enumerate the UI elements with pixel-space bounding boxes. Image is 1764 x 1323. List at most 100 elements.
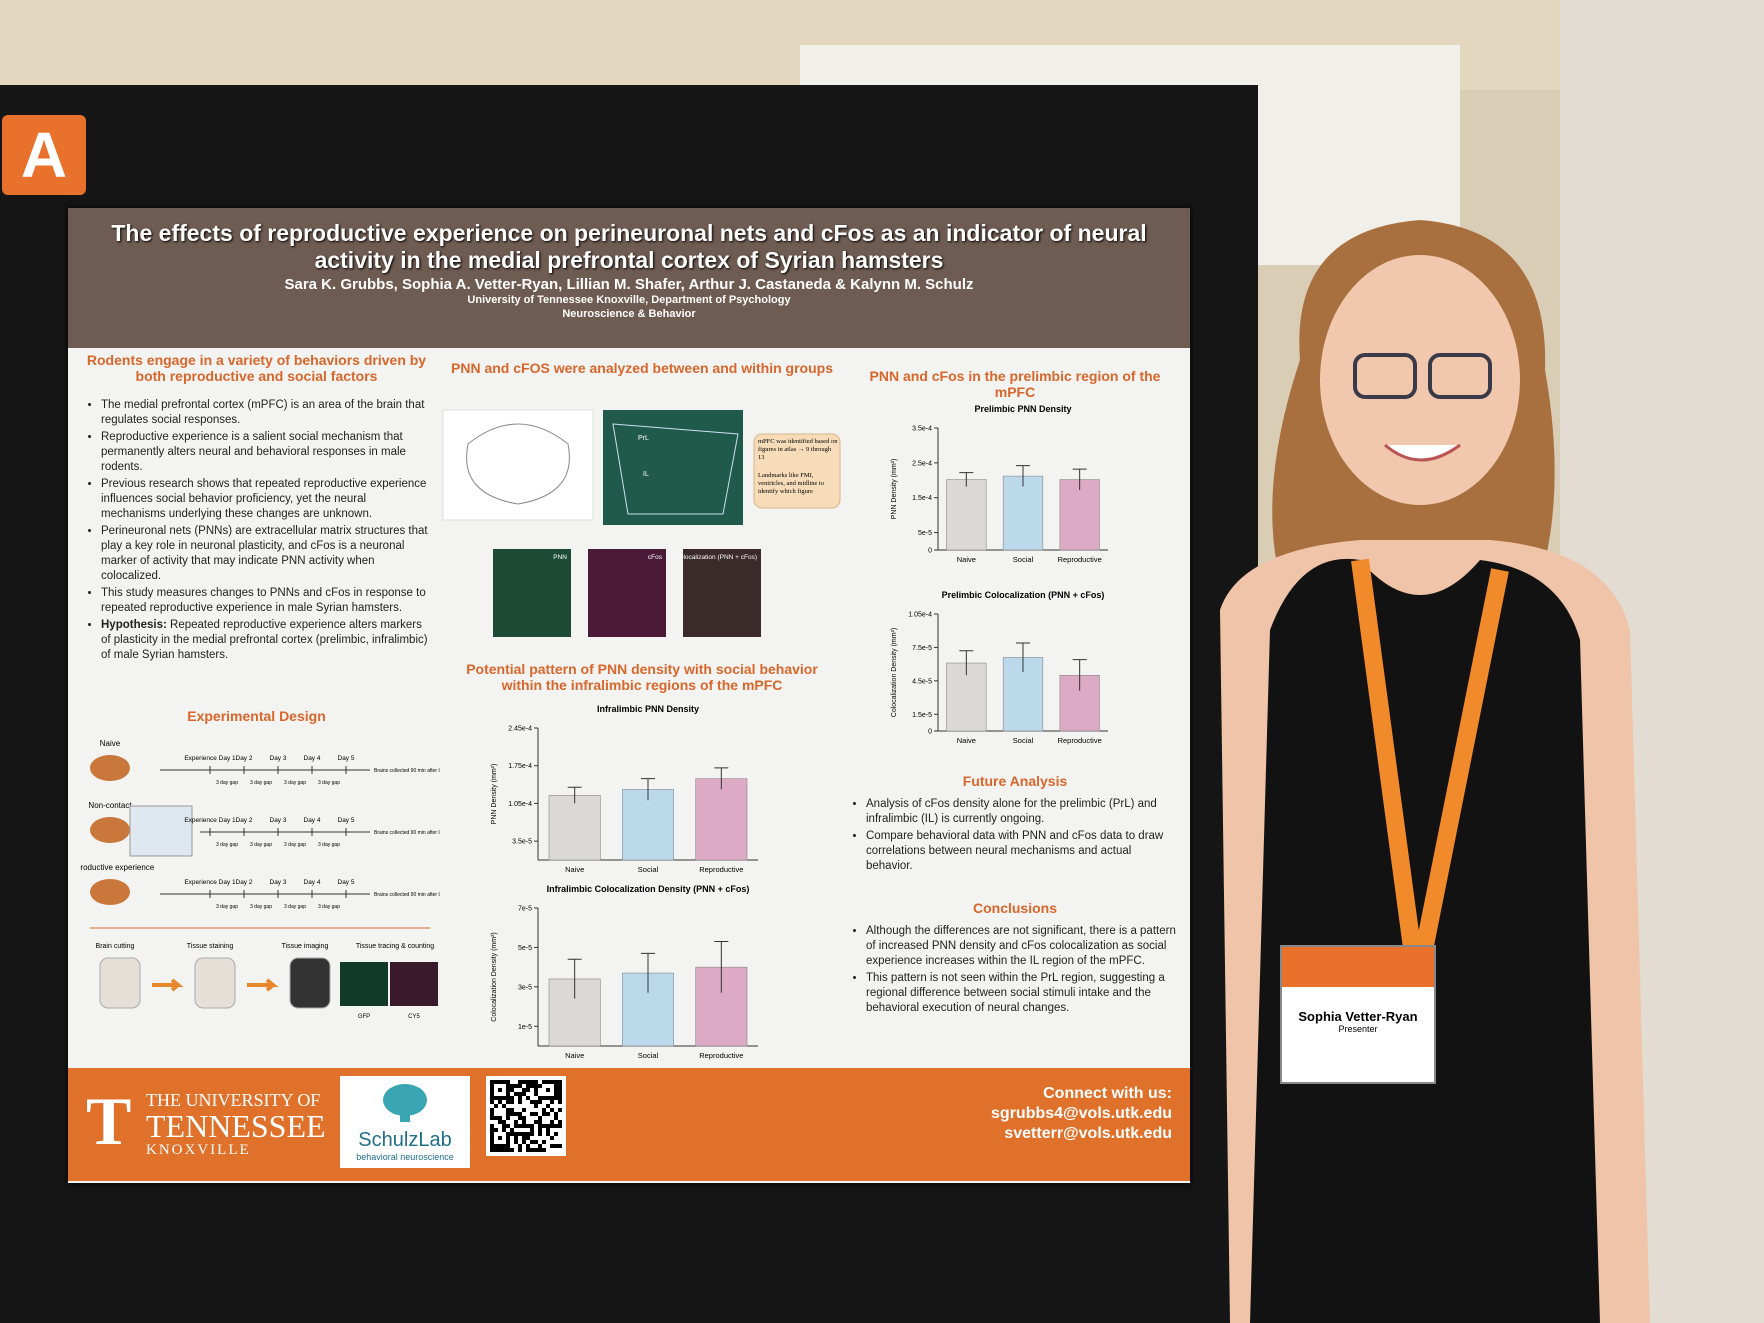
methods: PNN and cFOS were analyzed between and w… [445,360,839,376]
qr-module [518,1084,522,1088]
bullet: The medial prefrontal cortex (mPFC) is a… [101,398,428,428]
qr-module [506,1144,510,1148]
region-outline [612,423,739,515]
qr-module [490,1080,494,1084]
section-heading: PNN and cFOS were analyzed between and w… [451,360,833,376]
qr-module [490,1132,494,1136]
qr-module [498,1100,502,1104]
bar-chart: Infralimbic PNN Density PNN Density (mm²)… [491,704,758,874]
qr-module [502,1128,506,1132]
qr-module [530,1100,534,1104]
qr-module [554,1084,558,1088]
gap-label: 3 day gap [318,842,340,848]
qr-module [534,1100,538,1104]
qr-module [518,1148,522,1152]
qr-module [554,1080,558,1084]
qr-module [506,1112,510,1116]
qr-module [530,1124,534,1128]
qr-module [506,1100,510,1104]
bullet-text: Reproductive experience is a salient soc… [101,431,406,473]
qr-module [510,1096,514,1100]
x-tick-label: Reproductive [1058,736,1102,745]
qr-module [522,1124,526,1128]
qr-module [526,1132,530,1136]
authors: Sara K. Grubbs, Sophia A. Vetter-Ryan, L… [284,276,974,293]
qr-module [506,1092,510,1096]
x-tick-label: Naive [565,1051,584,1060]
bullet: Compare behavioral data with PNN and cFo… [866,829,1180,874]
qr-module [558,1092,562,1096]
badge-role: Presenter [1338,1024,1378,1034]
qr-module [506,1116,510,1120]
bullet-list: Although the differences are not signifi… [850,924,1180,1016]
error-bar [1016,465,1030,487]
qr-module [534,1112,538,1116]
poster-header: The effects of reproductive experience o… [68,208,1190,348]
day-label: Experience Day 1 [184,879,236,886]
gap-label: 3 day gap [284,842,306,848]
bar-chart: Prelimbic PNN Density PNN Density (mm²) 0 5… [891,404,1108,564]
methods-figure: PrL IL mPFC was identified based on figure… [442,409,841,637]
stain-image [588,549,666,637]
qr-module [506,1108,510,1112]
design: Experimental Design [85,708,428,724]
section-heading: Conclusions [972,900,1057,916]
qr-module [514,1136,518,1140]
qr-module [502,1124,506,1128]
qr-module [526,1148,530,1152]
qr-module [490,1116,494,1120]
qr-module [542,1148,546,1152]
qr-module [494,1080,498,1084]
university-line: THE UNIVERSITY OF [146,1090,321,1110]
bullet-text: The medial prefrontal cortex (mPFC) is a… [101,399,425,426]
qr-module [550,1120,554,1124]
person [1220,220,1650,1323]
section-image [603,410,743,525]
qr-module [518,1080,522,1084]
group-label: Reproductive experience [80,863,155,872]
qr-module [490,1112,494,1116]
affiliation: University of Tennessee Knoxville, Depar… [467,294,791,306]
day-label: Day 3 [270,879,287,886]
qr-module [502,1096,506,1100]
x-tick-label: Naive [957,736,976,745]
glasses [1353,353,1417,399]
badge-name: Sophia Vetter-Ryan [1298,1009,1418,1024]
hamster [90,879,130,905]
channel-label: CY5 [408,1014,420,1020]
qr-module [490,1148,494,1152]
qr-module [514,1120,518,1124]
qr-module [490,1140,494,1144]
stain-label: cFos [648,554,663,561]
day-label: Day 4 [304,817,321,824]
section-heading: Experimental Design [187,708,326,724]
qr-module [530,1140,534,1144]
qr-module [498,1148,502,1152]
gap-label: 3 day gap [250,842,272,848]
qr-module [538,1132,542,1136]
qr-module [546,1112,550,1116]
qr-module [526,1136,530,1140]
x-tick-label: Naive [957,555,976,564]
poster: The effects of reproductive experience o… [68,208,1190,1183]
gap-label: 3 day gap [250,904,272,910]
y-tick-label: 3e-5 [518,984,532,991]
bar [548,795,601,861]
day-label: Day 5 [338,817,355,824]
bullet-list: The medial prefrontal cortex (mPFC) is a… [85,398,428,663]
qr-module [538,1128,542,1132]
qr-module [526,1080,530,1084]
x-tick-label: Social [638,865,659,874]
bullet: Reproductive experience is a salient soc… [101,430,428,475]
qr-module [558,1084,562,1088]
error-bar [1016,642,1030,672]
qr-module [558,1108,562,1112]
stain-image [683,549,761,637]
qr-module [538,1144,542,1148]
y-axis-label: PNN Density (mm²) [491,764,498,825]
qr-module [522,1120,526,1124]
note: Landmarks like FMI, ventricles, and midl… [758,472,824,495]
y-tick-label: 1.5e-4 [912,495,932,502]
bar [695,778,748,861]
x-tick-label: Reproductive [1058,555,1102,564]
